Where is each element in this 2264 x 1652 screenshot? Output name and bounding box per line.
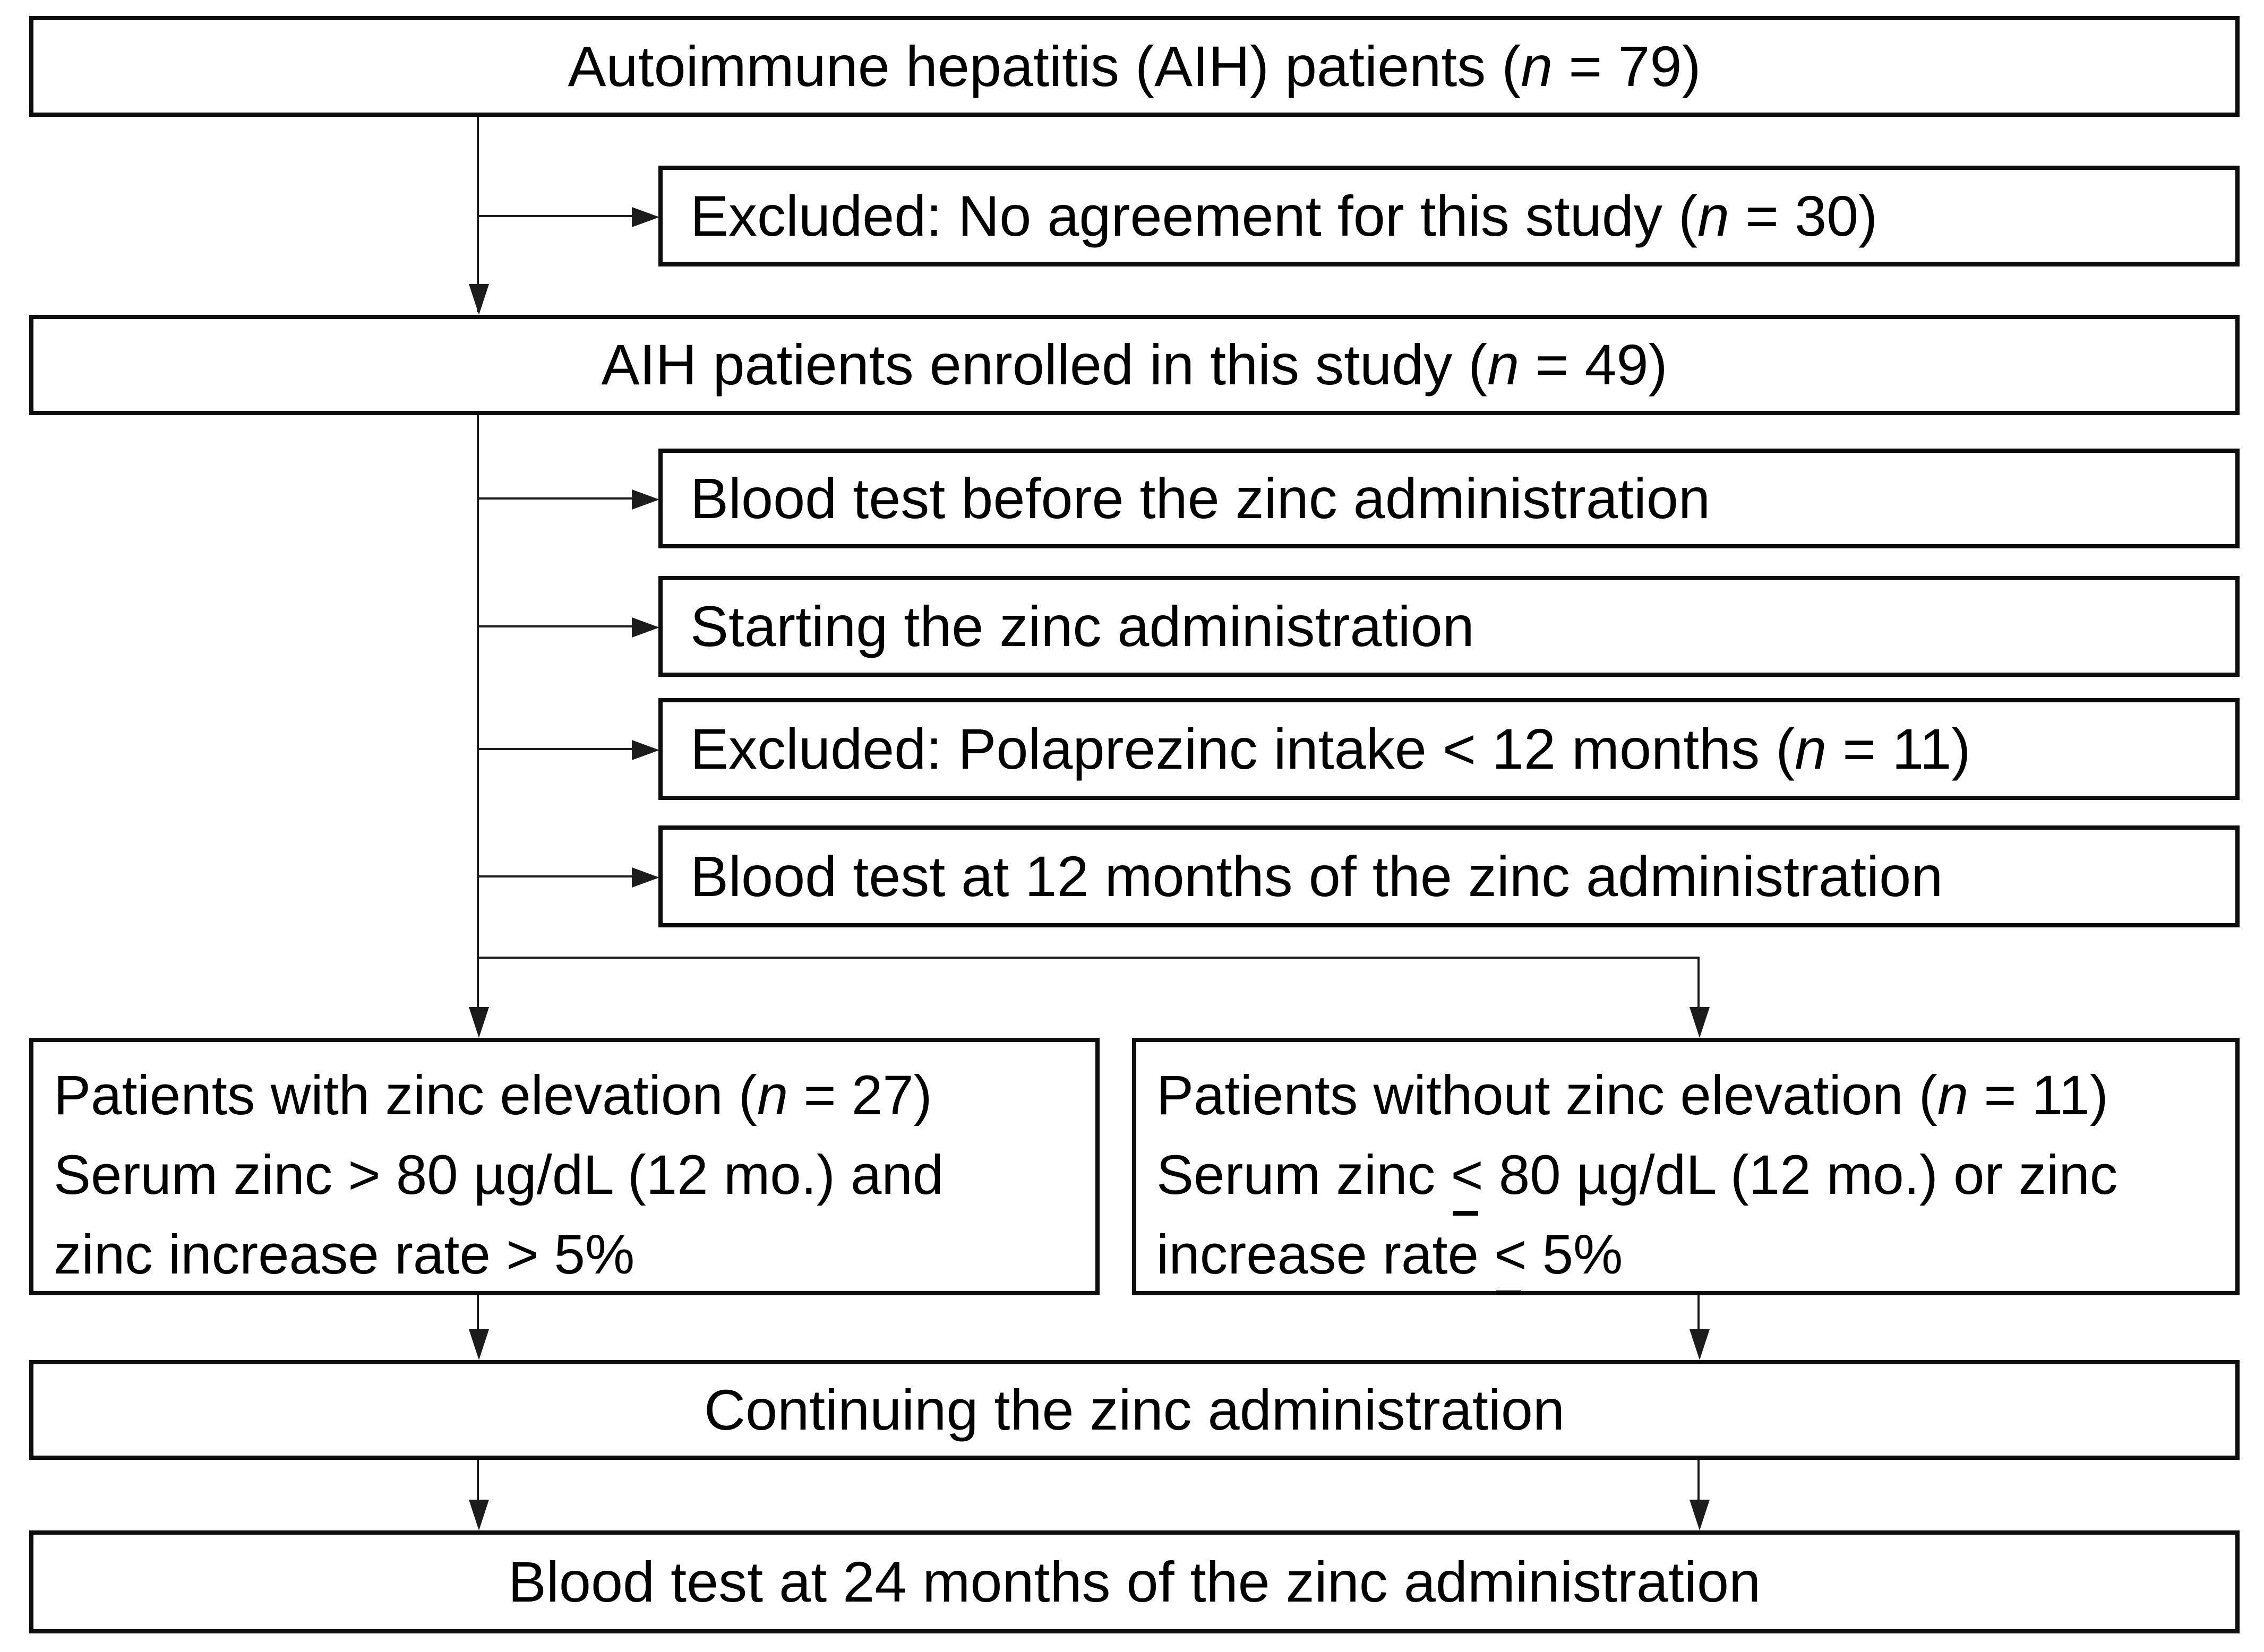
arrowhead-down-icon xyxy=(1690,1329,1710,1360)
arrowhead-down-icon xyxy=(1690,1007,1710,1038)
box-text-line: AIH patients enrolled in this study (n =… xyxy=(601,332,1668,397)
flow-line-right-to-continuing xyxy=(1697,1295,1700,1331)
flow-line-branch xyxy=(477,957,1700,959)
box-text-line: Excluded: No agreement for this study (n… xyxy=(690,183,1878,248)
box-starting-zinc: Starting the zinc administration xyxy=(658,576,2240,677)
box-text-line: Excluded: Polaprezinc intake < 12 months… xyxy=(690,716,1971,781)
flow-line-trunk-mid xyxy=(477,415,479,1009)
box-excluded-no-agreement: Excluded: No agreement for this study (n… xyxy=(658,166,2240,266)
flow-line-to-starting xyxy=(478,625,633,627)
box-continuing-zinc: Continuing the zinc administration xyxy=(29,1360,2240,1460)
arrowhead-down-icon xyxy=(1690,1500,1710,1530)
arrowhead-down-icon xyxy=(469,1329,489,1360)
box-text-line: Autoimmune hepatitis (AIH) patients (n =… xyxy=(568,33,1701,98)
box-text-line: Blood test at 24 months of the zinc admi… xyxy=(508,1549,1761,1614)
box-aih-patients: Autoimmune hepatitis (AIH) patients (n =… xyxy=(29,16,2240,117)
box-text-line: Continuing the zinc administration xyxy=(704,1377,1565,1442)
box-text-line: Serum zinc < 80 µg/dL (12 mo.) or zinc xyxy=(1156,1144,2118,1206)
flow-line-left-to-24mo xyxy=(477,1460,479,1501)
box-text-line: Serum zinc > 80 µg/dL (12 mo.) and xyxy=(54,1144,944,1206)
box-text-line: Blood test before the zinc administratio… xyxy=(690,466,1711,530)
arrowhead-down-icon xyxy=(469,284,489,315)
box-without-zinc-elevation: Patients without zinc elevation (n = 11)… xyxy=(1132,1038,2240,1295)
box-blood-test-before: Blood test before the zinc administratio… xyxy=(658,449,2240,548)
box-text-line: Patients without zinc elevation (n = 11) xyxy=(1156,1064,2108,1126)
flow-line-to-blood-12mo xyxy=(478,875,633,877)
arrowhead-right-icon xyxy=(632,207,659,227)
box-text-line: zinc increase rate > 5% xyxy=(54,1224,635,1286)
box-excluded-polaprezinc: Excluded: Polaprezinc intake < 12 months… xyxy=(658,698,2240,800)
box-blood-test-12mo: Blood test at 12 months of the zinc admi… xyxy=(658,825,2240,927)
box-text-line: Patients with zinc elevation (n = 27) xyxy=(54,1064,932,1126)
arrowhead-down-icon xyxy=(469,1500,489,1530)
flow-line-left-to-continuing xyxy=(477,1295,479,1331)
flow-line-to-polaprezinc xyxy=(478,748,633,750)
arrowhead-right-icon xyxy=(632,740,659,760)
arrowhead-right-icon xyxy=(632,489,659,510)
box-text-line: Blood test at 12 months of the zinc admi… xyxy=(690,844,1943,908)
flow-line-branch-right xyxy=(1697,957,1700,1009)
arrowhead-down-icon xyxy=(469,1007,489,1038)
flow-line-to-blood-before xyxy=(478,497,633,500)
box-with-zinc-elevation: Patients with zinc elevation (n = 27) Ser… xyxy=(29,1038,1100,1295)
arrowhead-right-icon xyxy=(632,617,659,638)
box-text-line: Starting the zinc administration xyxy=(690,593,1474,658)
flow-line-right-to-24mo xyxy=(1697,1460,1700,1501)
flow-line-to-excluded xyxy=(478,215,633,217)
arrowhead-right-icon xyxy=(632,867,659,888)
box-text-line: increase rate < 5% xyxy=(1156,1224,1623,1286)
flow-line-trunk-top xyxy=(477,117,479,312)
box-blood-test-24mo: Blood test at 24 months of the zinc admi… xyxy=(29,1530,2240,1633)
box-enrolled: AIH patients enrolled in this study (n =… xyxy=(29,315,2240,415)
